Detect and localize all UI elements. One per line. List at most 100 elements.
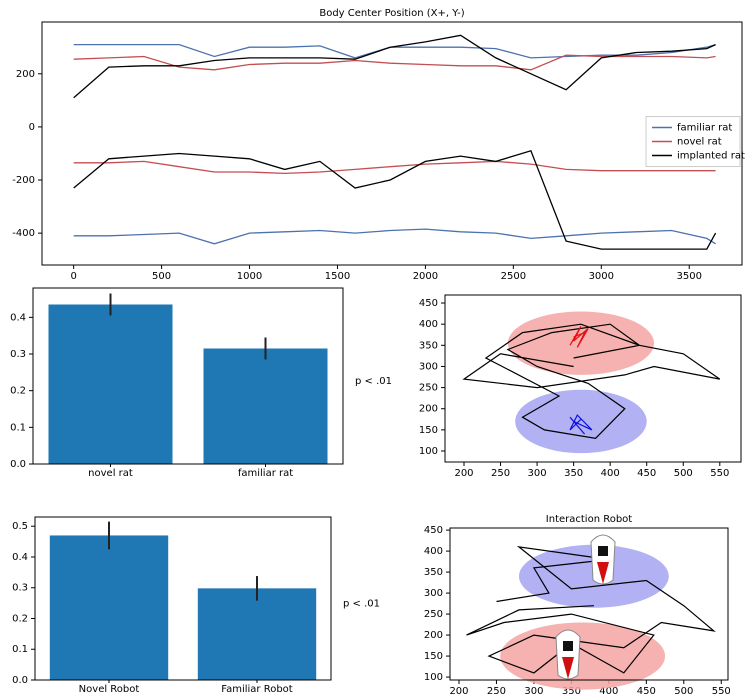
bar: [197, 588, 317, 680]
chart-line: Body Center Position (X+, Y-) -400 -200 0 20…: [12, 8, 745, 282]
x-tick-label: 350: [562, 686, 581, 697]
series-line: [73, 54, 716, 71]
series-line: [73, 43, 716, 59]
x-tick-label: 500: [152, 271, 171, 282]
x-tick-label: 550: [710, 468, 729, 479]
series-line: [73, 34, 716, 99]
plot-frame: [444, 294, 742, 463]
y-tick-label: 0.1: [10, 422, 26, 433]
x-tick-label: 2000: [413, 271, 438, 282]
y-tick-label: 250: [424, 609, 443, 620]
annotation: p < .01: [343, 599, 380, 610]
robot-stripe: [597, 562, 609, 584]
region: [515, 389, 647, 454]
chart-title: Interaction Robot: [546, 514, 633, 525]
bar: [48, 304, 173, 464]
x-tick-label: 350: [564, 468, 583, 479]
chart-bar: 0.0 0.1 0.2 0.3 0.4 0.5 Novel Robot Familiar Ro…: [12, 516, 380, 695]
plot-frame: [34, 516, 332, 681]
x-tick-label: novel rat: [88, 468, 133, 479]
y-tick-label: 300: [419, 361, 438, 372]
chart-bar: 0.0 0.1 0.2 0.3 0.4 novel rat familiar rat p < …: [10, 287, 392, 479]
x-tick-label: 300: [528, 468, 547, 479]
y-tick-label: 0.1: [12, 644, 28, 655]
plot-frame: [41, 21, 743, 266]
y-tick-label: 400: [424, 546, 443, 557]
legend-label: implanted rat: [677, 151, 745, 162]
y-tick-label: 0.2: [12, 613, 28, 624]
y-tick-label: 0.3: [12, 583, 28, 594]
y-tick-label: 0.4: [10, 312, 26, 323]
y-tick-label: -200: [12, 175, 35, 186]
robot-stripe: [562, 657, 574, 679]
series-line: [73, 228, 716, 245]
y-tick-label: 150: [424, 651, 443, 662]
legend-label: novel rat: [677, 137, 722, 148]
y-tick-label: 250: [419, 383, 438, 394]
y-tick-label: 0: [29, 122, 35, 133]
bar: [49, 535, 169, 680]
y-tick-label: 0.3: [10, 349, 26, 360]
x-tick-label: 1500: [325, 271, 350, 282]
robot-top: [598, 546, 608, 556]
x-tick-label: 200: [449, 686, 468, 697]
trajectory: [462, 323, 721, 439]
y-tick-label: 0.2: [10, 386, 26, 397]
x-tick-label: 1000: [237, 271, 262, 282]
x-tick-label: 0: [70, 271, 76, 282]
x-tick-label: 300: [524, 686, 543, 697]
y-tick-label: 0.5: [12, 521, 28, 532]
legend-label: familiar rat: [677, 123, 732, 134]
x-tick-label: 400: [599, 686, 618, 697]
chart-trajectory: Interaction Robot 100 150 200 250 300 350 400 45…: [424, 514, 731, 697]
y-tick-label: 200: [419, 404, 438, 415]
plot-frame: [32, 287, 344, 465]
trajectory: [569, 326, 589, 348]
y-tick-label: 200: [424, 630, 443, 641]
y-tick-label: 350: [424, 567, 443, 578]
y-tick-label: 400: [419, 319, 438, 330]
trajectory: [569, 414, 593, 435]
x-tick-label: 3000: [589, 271, 614, 282]
y-tick-label: 150: [419, 425, 438, 436]
plot-frame: [449, 527, 729, 681]
robot-body: [555, 629, 581, 680]
region: [507, 311, 655, 375]
x-tick-label: 2500: [501, 271, 526, 282]
bar: [203, 348, 328, 464]
x-tick-label: familiar rat: [238, 468, 293, 479]
y-tick-label: 0.4: [12, 552, 28, 563]
y-tick-label: 300: [424, 588, 443, 599]
y-tick-label: 350: [419, 340, 438, 351]
x-tick-label: 250: [491, 468, 510, 479]
y-tick-label: 100: [424, 672, 443, 683]
y-tick-label: 450: [424, 525, 443, 536]
annotation: p < .01: [355, 376, 392, 387]
series-line: [73, 160, 716, 175]
x-tick-label: 550: [712, 686, 731, 697]
series-line: [73, 150, 717, 250]
x-tick-label: 3500: [677, 271, 702, 282]
chart-title: Body Center Position (X+, Y-): [319, 8, 464, 19]
robot-icons: [555, 534, 616, 680]
x-tick-label: 450: [637, 686, 656, 697]
y-tick-label: 0.0: [12, 675, 28, 686]
chart-trajectory: 100 150 200 250 300 350 400 450 200 250 300 350 400 4…: [419, 294, 742, 479]
robot-top: [563, 641, 573, 651]
y-tick-label: 200: [16, 69, 35, 80]
robot-body: [590, 534, 616, 585]
x-tick-label: Novel Robot: [79, 684, 140, 695]
y-tick-label: 0.0: [10, 459, 26, 470]
x-tick-label: Familiar Robot: [221, 684, 293, 695]
y-tick-label: 450: [419, 298, 438, 309]
legend: familiar rat novel rat implanted rat: [645, 116, 745, 167]
x-tick-label: 250: [487, 686, 506, 697]
x-tick-label: 400: [601, 468, 620, 479]
x-tick-label: 500: [674, 686, 693, 697]
y-tick-label: -400: [12, 228, 35, 239]
x-tick-label: 500: [674, 468, 693, 479]
x-tick-label: 200: [454, 468, 473, 479]
x-tick-label: 450: [637, 468, 656, 479]
y-tick-label: 100: [419, 446, 438, 457]
